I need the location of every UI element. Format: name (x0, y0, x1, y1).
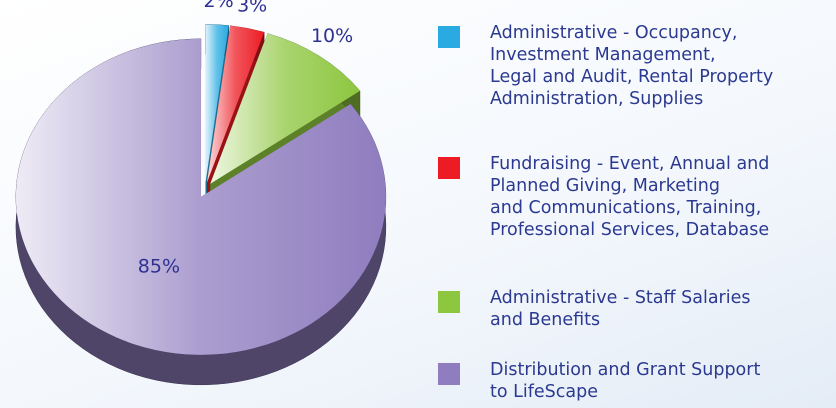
value-labels: 2% 3% 10% 85% (138, 0, 353, 278)
legend-swatch (438, 363, 460, 385)
legend-swatch (438, 291, 460, 313)
pie-tops (15, 24, 386, 355)
legend: Administrative - Occupancy, Investment M… (438, 0, 836, 408)
legend-swatch (438, 157, 460, 179)
value-label: 85% (138, 256, 180, 278)
pie-chart: 2% 3% 10% 85% (15, 0, 387, 386)
slice-shine (206, 25, 265, 183)
legend-label: Distribution and Grant Support to LifeSc… (490, 360, 761, 402)
slice-shine (15, 38, 386, 355)
legend-label: Administrative - Occupancy, Investment M… (490, 23, 774, 109)
legend-label: Fundraising - Event, Annual and Planned … (490, 154, 770, 240)
slice-shine (205, 24, 229, 183)
legend-swatch (438, 26, 460, 48)
legend-label: Administrative - Staff Salaries and Bene… (490, 288, 751, 330)
value-label: 2% (203, 0, 233, 12)
value-label: 10% (311, 25, 353, 47)
value-label: 3% (237, 0, 267, 16)
slice-shine (210, 33, 360, 184)
